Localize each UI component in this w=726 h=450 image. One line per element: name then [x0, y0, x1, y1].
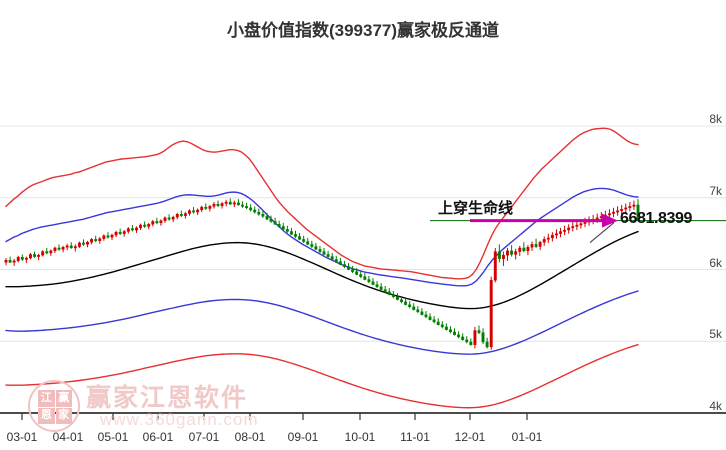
cross-lifeline-annotation: 上穿生命线	[438, 199, 514, 217]
watermark-url: www.360gann.com	[100, 410, 259, 429]
seal-char-4: 家	[55, 407, 72, 424]
current-price-label: 6681.8399	[620, 209, 693, 227]
page-title: 小盘价值指数(399377)赢家极反通道	[226, 21, 500, 40]
x-axis-label-10-01: 10-01	[344, 430, 376, 444]
x-axis-label-08-01: 08-01	[234, 430, 266, 444]
x-axis-label-05-01: 05-01	[97, 430, 129, 444]
seal-char-1: 江	[38, 390, 55, 407]
x-axis-label-12-01: 12-01	[454, 430, 486, 444]
price-arrow-annotation	[470, 213, 618, 244]
y-axis-label-4k: 4k	[709, 399, 722, 413]
x-axis-label-03-01: 03-01	[6, 430, 38, 444]
y-axis-label-6k: 6k	[709, 255, 722, 270]
x-axis-label-06-01: 06-01	[142, 430, 174, 444]
seal-char-2: 赢	[55, 390, 72, 407]
x-axis-label-01-01: 01-01	[511, 430, 543, 444]
watermark-brand: 赢家江恩软件	[86, 384, 249, 412]
channel-bands-group	[5, 127, 639, 409]
x-tick-marks-group	[21, 413, 528, 420]
candlestick-series	[4, 198, 640, 350]
gridlines-group	[0, 125, 726, 414]
y-axis-label-5k: 5k	[709, 327, 722, 342]
seal-ring	[28, 380, 80, 432]
x-axis-label-04-01: 04-01	[52, 430, 84, 444]
x-axis-label-11-01: 11-01	[400, 430, 430, 444]
x-axis-label-07-01: 07-01	[188, 430, 220, 444]
y-axis-label-8k: 8k	[709, 112, 722, 126]
x-axis-label-09-01: 09-01	[287, 430, 319, 444]
seal-char-3: 恩	[38, 407, 55, 424]
seal-character-grid: 江 赢 恩 家	[38, 390, 72, 424]
watermark-seal-logo: 江 赢 恩 家	[28, 380, 84, 436]
y-axis-label-7k: 7k	[709, 183, 722, 198]
